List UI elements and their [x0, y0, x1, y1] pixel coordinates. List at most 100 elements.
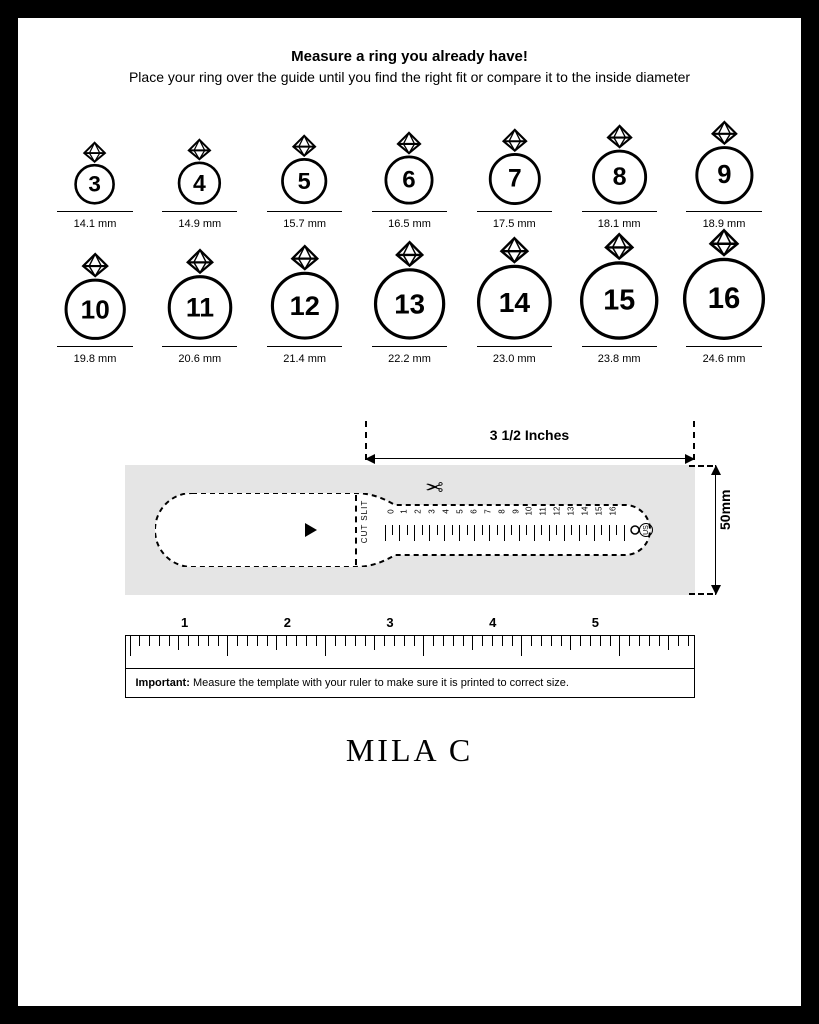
ruler	[125, 635, 695, 669]
page-title: Measure a ring you already have!	[48, 48, 771, 65]
ring-underline	[686, 346, 761, 347]
ruler-number: 1	[181, 615, 284, 635]
ring-underline	[57, 346, 132, 347]
svg-text:11: 11	[186, 292, 214, 322]
ruler-number: 4	[489, 615, 592, 635]
ring-mm-label: 18.1 mm	[598, 218, 641, 230]
scale-number: 5	[455, 508, 464, 516]
ring-mm-label: 23.8 mm	[598, 353, 641, 365]
svg-text:6: 6	[403, 167, 416, 194]
ring-mm-label: 20.6 mm	[178, 353, 221, 365]
ring-underline	[162, 346, 237, 347]
ring-icon: 15	[572, 250, 666, 340]
ruler-number: 5	[592, 615, 695, 635]
ring-icon: 13	[362, 250, 456, 340]
scale-number: 2	[414, 508, 423, 516]
ring-underline	[582, 346, 657, 347]
dimension-right: 50mm	[701, 465, 741, 595]
ring-mm-label: 14.9 mm	[178, 218, 221, 230]
scale-number: 13	[567, 508, 576, 516]
ring-underline	[686, 211, 761, 212]
dim-top-arrow	[365, 458, 695, 459]
ring-mm-label: 15.7 mm	[283, 218, 326, 230]
ring-icon: 14	[467, 250, 561, 340]
ring-mm-label: 24.6 mm	[703, 353, 746, 365]
ring-size-item: 8 18.1 mm	[572, 115, 666, 230]
ring-icon: 12	[258, 250, 352, 340]
ruler-number: 3	[386, 615, 489, 635]
ring-size-item: 13 22.2 mm	[362, 250, 456, 365]
ring-icon: 6	[362, 115, 456, 205]
ring-underline	[57, 211, 132, 212]
svg-text:9: 9	[717, 161, 731, 189]
important-bold: Important:	[136, 677, 190, 689]
svg-text:4: 4	[193, 170, 206, 196]
scale-number: 1	[400, 508, 409, 516]
dim-top-label: 3 1/2 Inches	[365, 427, 695, 443]
svg-text:12: 12	[290, 290, 320, 321]
dashed-line	[689, 593, 713, 595]
ruler-section: 12345 Important: Measure the template wi…	[125, 615, 695, 698]
svg-text:10: 10	[80, 294, 109, 324]
ring-size-item: 5 15.7 mm	[258, 115, 352, 230]
scissors-icon: ✂	[425, 475, 443, 501]
scale-number: 7	[483, 508, 492, 516]
ring-underline	[267, 211, 342, 212]
ring-underline	[477, 346, 552, 347]
ring-size-item: 3 14.1 mm	[48, 115, 142, 230]
ring-size-item: 12 21.4 mm	[258, 250, 352, 365]
svg-text:16: 16	[708, 282, 741, 314]
svg-text:8: 8	[612, 163, 626, 191]
scale-number: 11	[539, 508, 548, 516]
svg-text:5: 5	[298, 168, 311, 194]
ring-size-item: 16 24.6 mm	[677, 250, 771, 365]
ring-size-item: 4 14.9 mm	[153, 115, 247, 230]
ruler-numbers: 12345	[125, 615, 695, 635]
ring-icon: 7	[467, 115, 561, 205]
ring-size-item: 7 17.5 mm	[467, 115, 561, 230]
svg-text:15: 15	[603, 284, 635, 316]
scale-number: 0	[386, 508, 395, 516]
ring-mm-label: 19.8 mm	[74, 353, 117, 365]
dimension-top: 3 1/2 Inches	[365, 425, 695, 465]
ring-size-item: 14 23.0 mm	[467, 250, 561, 365]
ring-icon: 10	[48, 250, 142, 340]
scale-number: 14	[580, 508, 589, 516]
ring-mm-label: 14.1 mm	[74, 218, 117, 230]
ring-underline	[267, 346, 342, 347]
dashed-line	[689, 465, 713, 467]
ring-icon: 8	[572, 115, 666, 205]
ring-size-item: 10 19.8 mm	[48, 250, 142, 365]
ring-mm-label: 21.4 mm	[283, 353, 326, 365]
triangle-marker-icon	[305, 523, 317, 537]
ring-size-item: 15 23.8 mm	[572, 250, 666, 365]
scale-number: 8	[497, 508, 506, 516]
ring-underline	[162, 211, 237, 212]
ring-icon: 9	[677, 115, 771, 205]
ring-icon: 3	[48, 115, 142, 205]
ring-underline	[372, 346, 447, 347]
sizer-body-wrap: ✂ CUT SLIT 012345678910111213141516 US 5…	[125, 465, 695, 595]
sizer-scale-ticks	[385, 525, 625, 545]
brand-logo: MILA C	[48, 732, 771, 769]
dim-right-arrow	[715, 465, 716, 595]
svg-text:7: 7	[507, 165, 521, 192]
ring-mm-label: 23.0 mm	[493, 353, 536, 365]
sizer-body: ✂ CUT SLIT 012345678910111213141516 US	[125, 465, 695, 595]
ring-icon: 4	[153, 115, 247, 205]
svg-text:14: 14	[499, 286, 531, 318]
important-text: Measure the template with your ruler to …	[190, 677, 569, 689]
sizer-section: 3 1/2 Inches ✂ CUT SLIT 0123456789101112…	[125, 425, 695, 595]
ring-underline	[372, 211, 447, 212]
scale-number: 3	[428, 508, 437, 516]
ring-icon: 16	[677, 250, 771, 340]
cut-slit-label: CUT SLIT	[360, 500, 369, 543]
us-label: US	[639, 523, 653, 537]
ruler-number: 2	[284, 615, 387, 635]
ring-icon: 11	[153, 250, 247, 340]
header: Measure a ring you already have! Place y…	[48, 48, 771, 85]
ring-mm-label: 22.2 mm	[388, 353, 431, 365]
ring-size-item: 6 16.5 mm	[362, 115, 456, 230]
svg-text:3: 3	[89, 172, 102, 197]
ring-mm-label: 16.5 mm	[388, 218, 431, 230]
